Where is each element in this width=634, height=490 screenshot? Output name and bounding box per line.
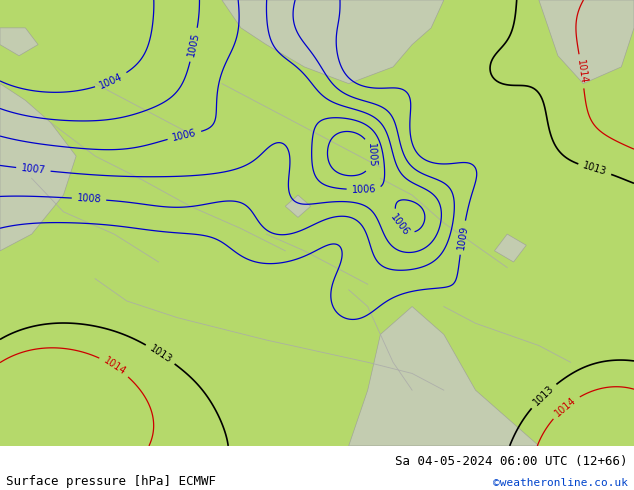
- Text: 1014: 1014: [575, 58, 588, 84]
- Text: 1006: 1006: [351, 184, 377, 195]
- Polygon shape: [495, 234, 526, 262]
- Text: 1006: 1006: [389, 212, 411, 238]
- Polygon shape: [349, 307, 539, 446]
- Polygon shape: [0, 28, 38, 56]
- Polygon shape: [222, 0, 444, 84]
- Text: 1009: 1009: [456, 225, 469, 250]
- Text: 1014: 1014: [553, 395, 578, 418]
- Text: Sa 04-05-2024 06:00 UTC (12+66): Sa 04-05-2024 06:00 UTC (12+66): [395, 455, 628, 468]
- Text: 1013: 1013: [148, 343, 174, 365]
- Text: 1008: 1008: [77, 193, 101, 205]
- Text: Surface pressure [hPa] ECMWF: Surface pressure [hPa] ECMWF: [6, 474, 216, 488]
- Text: 1006: 1006: [171, 127, 197, 143]
- Text: 1004: 1004: [98, 71, 124, 90]
- Polygon shape: [539, 0, 634, 84]
- Text: 1005: 1005: [186, 32, 202, 58]
- Text: ©weatheronline.co.uk: ©weatheronline.co.uk: [493, 478, 628, 488]
- Text: 1013: 1013: [531, 384, 556, 408]
- Text: 1013: 1013: [581, 161, 608, 177]
- Text: 1014: 1014: [101, 356, 127, 377]
- Polygon shape: [0, 84, 76, 251]
- Text: 1005: 1005: [366, 143, 377, 168]
- Text: 1007: 1007: [20, 163, 46, 176]
- Polygon shape: [285, 195, 311, 218]
